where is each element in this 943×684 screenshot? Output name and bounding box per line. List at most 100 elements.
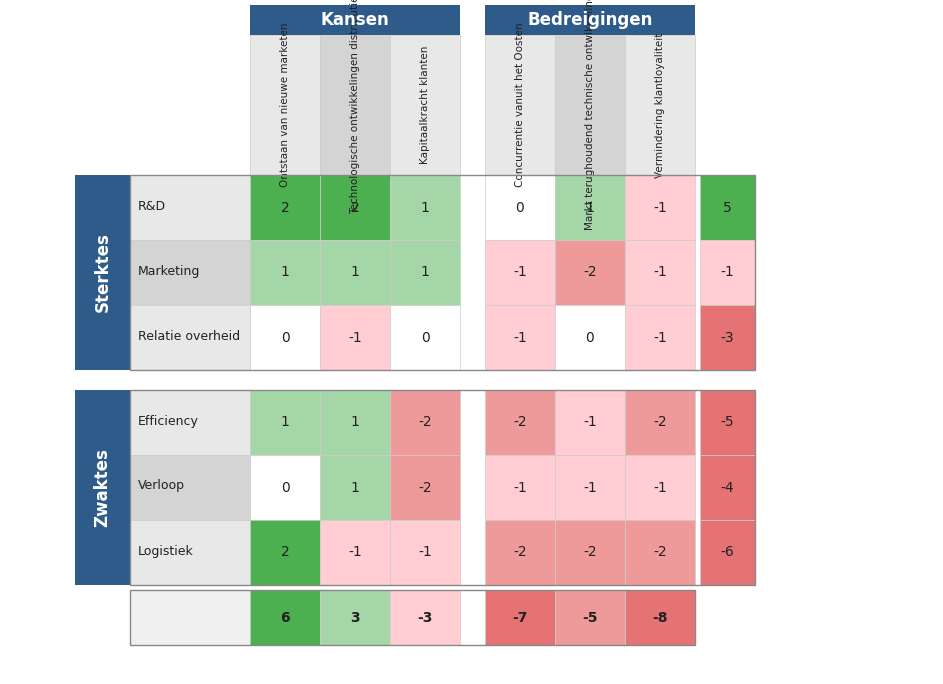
Text: -4: -4 <box>720 480 735 495</box>
Text: Sterktes: Sterktes <box>93 233 111 313</box>
Text: -1: -1 <box>513 330 527 345</box>
Text: R&D: R&D <box>138 200 166 213</box>
Text: -5: -5 <box>582 611 598 624</box>
Bar <box>625 240 695 305</box>
Bar <box>700 305 755 370</box>
Text: 1: 1 <box>281 265 290 280</box>
Bar <box>130 305 250 370</box>
Text: 3: 3 <box>350 611 360 624</box>
Text: 6: 6 <box>280 611 290 624</box>
Bar <box>485 35 555 175</box>
Text: Concurrentie vanuit het Oosten: Concurrentie vanuit het Oosten <box>515 23 525 187</box>
Bar <box>555 455 625 520</box>
Bar <box>700 520 755 585</box>
Bar <box>390 305 460 370</box>
Bar <box>555 390 625 455</box>
Text: -1: -1 <box>653 265 667 280</box>
Bar <box>130 390 755 585</box>
Bar <box>130 520 250 585</box>
Bar <box>75 175 130 370</box>
Text: Kansen: Kansen <box>321 11 389 29</box>
Bar <box>625 175 695 240</box>
Bar <box>130 590 695 645</box>
Bar <box>130 590 250 645</box>
Text: -2: -2 <box>583 546 597 560</box>
Text: -2: -2 <box>513 546 527 560</box>
Text: 1: 1 <box>421 265 429 280</box>
Text: -1: -1 <box>583 480 597 495</box>
Bar <box>485 240 555 305</box>
Bar <box>250 5 460 35</box>
Bar <box>700 390 755 455</box>
Text: Efficiency: Efficiency <box>138 415 199 428</box>
Bar <box>625 305 695 370</box>
Bar <box>130 175 755 370</box>
Text: -5: -5 <box>720 415 735 430</box>
Bar <box>555 305 625 370</box>
Text: -1: -1 <box>583 415 597 430</box>
Bar <box>250 175 320 240</box>
Bar <box>250 390 320 455</box>
Text: -2: -2 <box>583 265 597 280</box>
Bar <box>700 455 755 520</box>
Text: 0: 0 <box>586 330 594 345</box>
Bar <box>390 390 460 455</box>
Text: -1: -1 <box>653 200 667 215</box>
Bar <box>700 240 755 305</box>
Text: -1: -1 <box>418 546 432 560</box>
Text: 2: 2 <box>281 200 290 215</box>
Bar <box>485 520 555 585</box>
Bar <box>390 590 460 645</box>
Bar <box>625 520 695 585</box>
Bar <box>485 455 555 520</box>
Bar <box>250 455 320 520</box>
Bar <box>250 240 320 305</box>
Text: Kapitaalkracht klanten: Kapitaalkracht klanten <box>420 46 430 164</box>
Text: -6: -6 <box>720 546 735 560</box>
Bar <box>555 35 625 175</box>
Bar <box>625 390 695 455</box>
Text: 1: 1 <box>586 200 594 215</box>
Bar <box>625 35 695 175</box>
Bar <box>390 455 460 520</box>
Text: Vermindering klantloyaliteit: Vermindering klantloyaliteit <box>655 32 665 178</box>
Bar <box>555 175 625 240</box>
Bar <box>485 175 555 240</box>
Bar <box>250 35 320 175</box>
Text: -1: -1 <box>513 480 527 495</box>
Text: -7: -7 <box>512 611 528 624</box>
Text: 5: 5 <box>723 200 732 215</box>
Text: -2: -2 <box>513 415 527 430</box>
Text: 0: 0 <box>421 330 429 345</box>
Bar <box>320 390 390 455</box>
Text: 0: 0 <box>281 330 290 345</box>
Text: Logistiek: Logistiek <box>138 544 193 557</box>
Text: Technologische ontwikkelingen distributie: Technologische ontwikkelingen distributi… <box>350 0 360 214</box>
Bar <box>390 175 460 240</box>
Text: 2: 2 <box>281 546 290 560</box>
Bar <box>320 455 390 520</box>
Bar <box>130 390 250 455</box>
Bar <box>130 455 250 520</box>
Text: 1: 1 <box>351 480 359 495</box>
Bar <box>390 520 460 585</box>
Text: 1: 1 <box>281 415 290 430</box>
Bar <box>320 240 390 305</box>
Text: -2: -2 <box>653 415 667 430</box>
Bar <box>320 520 390 585</box>
Bar <box>250 520 320 585</box>
Text: -2: -2 <box>418 480 432 495</box>
Text: -2: -2 <box>418 415 432 430</box>
Text: -3: -3 <box>720 330 735 345</box>
Bar <box>75 390 130 585</box>
Bar <box>320 590 390 645</box>
Bar <box>320 305 390 370</box>
Bar <box>250 305 320 370</box>
Text: -1: -1 <box>720 265 735 280</box>
Text: Markt terughoudend technische ontwikkelingen: Markt terughoudend technische ontwikkeli… <box>585 0 595 230</box>
Bar <box>555 590 625 645</box>
Text: -1: -1 <box>513 265 527 280</box>
Text: 0: 0 <box>281 480 290 495</box>
Text: 1: 1 <box>351 265 359 280</box>
Text: 1: 1 <box>421 200 429 215</box>
